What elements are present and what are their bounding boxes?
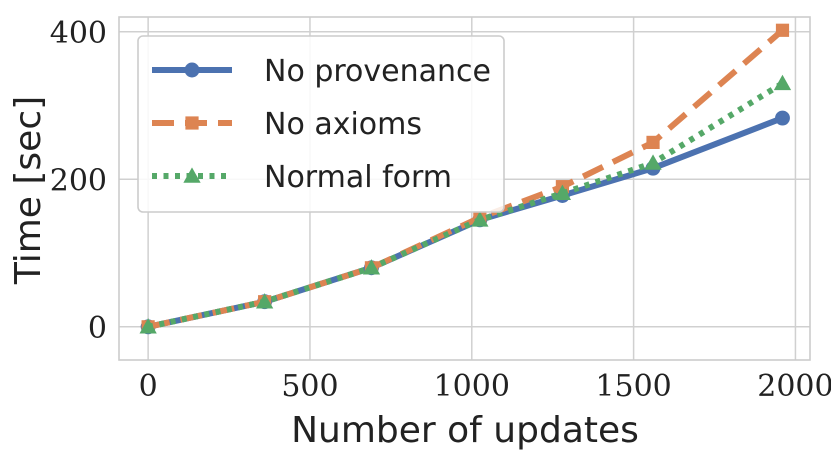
- data-point: [644, 154, 662, 170]
- series: [139, 23, 792, 335]
- y-tick-label: 400: [50, 16, 107, 51]
- data-point: [256, 293, 274, 309]
- x-tick-label: 2000: [757, 369, 831, 404]
- y-axis-label: Time [sec]: [8, 96, 49, 285]
- plot-frame: [118, 16, 811, 361]
- data-point: [775, 110, 790, 126]
- x-tick-label: 1500: [595, 369, 671, 404]
- data-point: [362, 259, 381, 275]
- y-tick-label: 0: [88, 311, 107, 346]
- tick-labels: 0 500 1000 1500 2000 0 200 400: [50, 16, 831, 404]
- legend-box: [137, 35, 505, 213]
- legend-marker: [183, 167, 201, 183]
- legend: No provenance No axioms Normal form: [137, 35, 505, 213]
- legend-marker: [184, 62, 200, 78]
- y-tick-label: 200: [50, 163, 107, 198]
- legend-label: Normal form: [264, 160, 452, 195]
- legend-marker: [185, 116, 199, 130]
- data-point: [553, 184, 572, 201]
- data-point: [775, 23, 790, 37]
- data-point: [471, 211, 489, 227]
- data-point: [646, 135, 660, 149]
- x-tick-label: 0: [139, 369, 158, 404]
- legend-label: No provenance: [264, 54, 491, 89]
- data-point: [139, 318, 157, 334]
- legend-label: No axioms: [264, 107, 422, 142]
- series-3: [139, 74, 792, 334]
- x-tick-label: 500: [281, 369, 338, 404]
- x-tick-label: 1000: [434, 369, 510, 404]
- data-point: [773, 74, 792, 91]
- x-axis-label: Number of updates: [291, 410, 639, 451]
